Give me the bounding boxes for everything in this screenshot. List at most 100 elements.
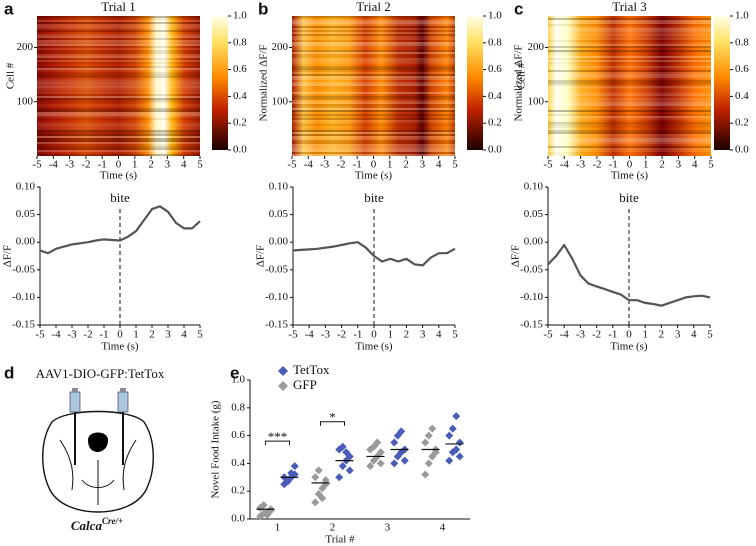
heatmap-row	[37, 44, 200, 46]
heatmap-row	[548, 154, 711, 156]
heatmap-row	[37, 110, 200, 112]
heatmap-row	[37, 82, 200, 84]
heatmap-row	[37, 116, 200, 118]
heatmap-row	[292, 148, 455, 150]
heatmap-row	[37, 28, 200, 30]
point	[338, 462, 347, 471]
x-tick-label: 4	[181, 329, 187, 341]
heatmap-row	[37, 152, 200, 154]
colorbar	[467, 16, 483, 150]
heatmap-row	[37, 70, 200, 72]
heatmap-row	[292, 100, 455, 102]
heatmap-row	[548, 44, 711, 46]
heatmap-row	[548, 50, 711, 52]
colorbar-tick-label: 0.8	[735, 36, 749, 48]
heatmap-title: Trial 1	[101, 0, 136, 14]
y-axis-label: Cell #	[5, 62, 17, 89]
y-tick-label: -0.15	[265, 319, 288, 331]
x-tick-label: 2	[659, 159, 665, 171]
significance-bracket	[265, 440, 290, 446]
y-tick-label: 0.05	[269, 208, 289, 220]
heatmap-row	[37, 138, 200, 140]
heatmap-row	[292, 130, 455, 132]
point	[424, 431, 433, 440]
point	[452, 445, 461, 454]
heatmap-row	[37, 148, 200, 150]
point	[287, 469, 296, 478]
point	[311, 473, 320, 482]
heatmap-row	[292, 50, 455, 52]
y-tick-label: 200	[17, 41, 34, 53]
y-tick-label: 100	[528, 95, 545, 107]
heatmap-row	[548, 94, 711, 96]
y-tick-label: 0.8	[231, 401, 245, 413]
heatmap-row	[548, 42, 711, 44]
panel-letter: c	[514, 0, 523, 18]
heatmap-row	[548, 140, 711, 142]
heatmap-row	[292, 80, 455, 82]
heatmap-row	[548, 30, 711, 32]
x-tick-label: -2	[83, 329, 92, 341]
heatmap-row	[37, 108, 200, 110]
heatmap-row	[292, 34, 455, 36]
x-tick-label: -5	[288, 329, 298, 341]
heatmap-row	[37, 130, 200, 132]
heatmap-row	[292, 72, 455, 74]
x-tick-label: 2	[330, 522, 336, 534]
point	[445, 431, 454, 440]
colorbar-tick-label: 0.2	[735, 117, 749, 129]
x-tick-label: -5	[543, 159, 553, 171]
y-tick-label: 0.10	[269, 181, 289, 193]
heatmap-row	[548, 58, 711, 60]
x-axis-label: Time (s)	[355, 170, 393, 182]
heatmap-row	[292, 52, 455, 54]
heatmap-row	[37, 42, 200, 44]
y-tick-label: -0.15	[520, 319, 543, 331]
axes	[547, 187, 710, 326]
x-tick-label: 1	[133, 329, 139, 341]
x-tick-label: -4	[560, 159, 570, 171]
x-tick-label: -3	[67, 329, 77, 341]
x-tick-label: 0	[371, 329, 377, 341]
legend-marker	[278, 381, 288, 391]
heatmap-row	[548, 78, 711, 80]
x-tick-label: 3	[165, 159, 171, 171]
heatmap-title: Trial 3	[612, 0, 647, 14]
heatmap-row	[292, 58, 455, 60]
axes	[39, 187, 200, 326]
heatmap-row	[37, 26, 200, 28]
point	[455, 452, 464, 461]
point	[345, 466, 354, 475]
heatmap-row	[292, 26, 455, 28]
trace	[547, 243, 711, 307]
x-tick-label: 0	[626, 329, 632, 341]
x-axis-label: Time (s)	[100, 170, 138, 182]
heatmap-row	[548, 122, 711, 124]
point	[373, 438, 382, 447]
heatmap-row	[548, 92, 711, 94]
y-tick-label: -0.15	[12, 319, 35, 331]
significance-bracket	[320, 421, 345, 426]
point	[321, 480, 330, 489]
x-tick-label: 0	[116, 159, 122, 171]
heatmap-row	[37, 76, 200, 78]
heatmap-row	[37, 46, 200, 48]
heatmap-image	[37, 16, 200, 156]
heatmap-row	[292, 140, 455, 142]
y-tick-label: -0.10	[520, 291, 543, 303]
heatmap-row	[292, 120, 455, 122]
panel-letter: e	[230, 363, 239, 382]
significance-label: *	[329, 410, 336, 425]
heatmap-row	[292, 88, 455, 90]
colorbar-tick-label: 1.0	[735, 10, 749, 22]
x-tick-label: 5	[708, 159, 714, 171]
heatmap-row	[292, 46, 455, 48]
y-tick-label: -0.10	[265, 291, 288, 303]
x-axis-label: Time (s)	[355, 341, 393, 353]
heatmap-row	[548, 104, 711, 106]
point	[342, 448, 351, 457]
heatmap-row	[292, 146, 455, 148]
heatmap-row	[548, 150, 711, 152]
genotype-label: CalcaCre/+	[71, 516, 123, 533]
